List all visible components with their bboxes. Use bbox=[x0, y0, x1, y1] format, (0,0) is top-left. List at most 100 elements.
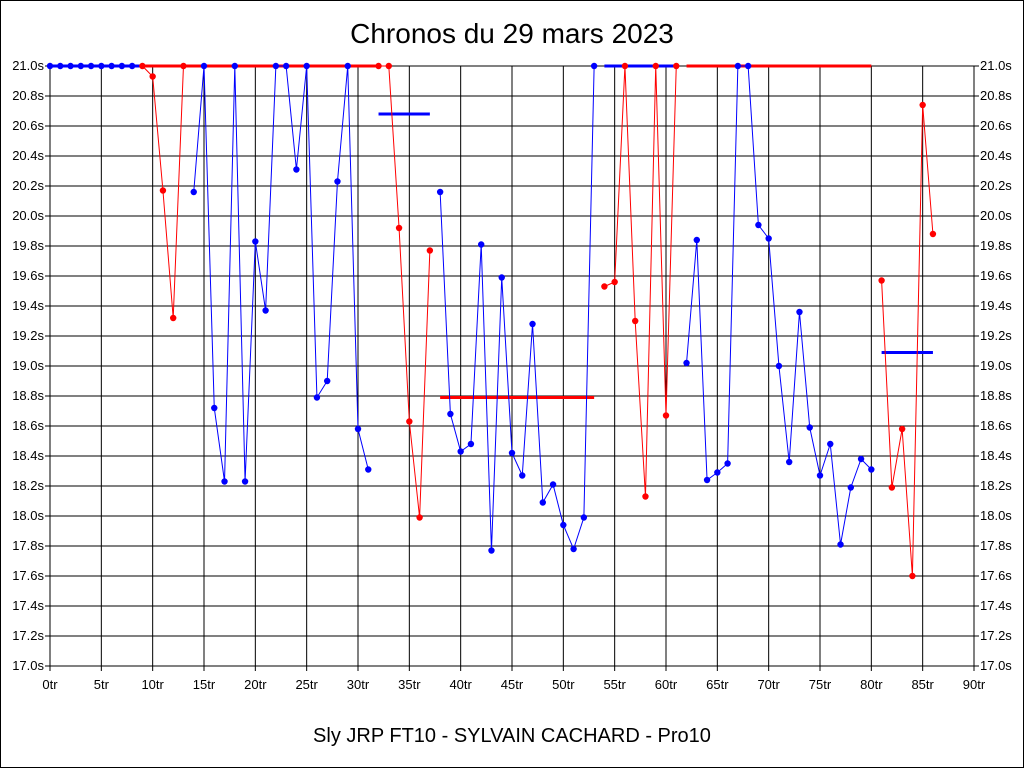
lap-point bbox=[98, 62, 105, 70]
lap-point bbox=[77, 62, 85, 70]
lap-point bbox=[621, 62, 629, 70]
x-tick-label: 0tr bbox=[42, 677, 58, 692]
lap-point bbox=[816, 472, 824, 479]
x-tick-label: 10tr bbox=[141, 677, 164, 692]
lap-point bbox=[108, 62, 115, 70]
lap-point bbox=[878, 277, 885, 284]
lap-point bbox=[714, 469, 721, 476]
lap-point bbox=[180, 62, 187, 70]
lap-point bbox=[857, 455, 865, 463]
lap-point bbox=[683, 359, 690, 367]
y-tick-label: 18.2s bbox=[12, 478, 44, 493]
y-tick-label: 17.2s bbox=[12, 628, 44, 643]
series-line-blue bbox=[193, 65, 369, 482]
x-tick-label: 65tr bbox=[706, 677, 729, 692]
lap-point bbox=[118, 62, 126, 70]
lap-point bbox=[128, 62, 136, 70]
y-tick-label: 19.2s bbox=[12, 328, 44, 343]
lap-point bbox=[919, 101, 926, 109]
lap-point bbox=[909, 572, 916, 580]
lap-point bbox=[868, 466, 875, 473]
lap-point bbox=[888, 484, 896, 491]
lap-point bbox=[724, 460, 731, 467]
lap-point bbox=[734, 62, 742, 70]
y-tick-label: 19.6s bbox=[12, 268, 44, 283]
y-tick-label: 17.0s bbox=[12, 658, 44, 673]
lap-point bbox=[324, 377, 331, 385]
lap-point bbox=[508, 449, 516, 457]
y-tick-label: 17.6s bbox=[12, 568, 44, 583]
x-tick-label: 50tr bbox=[552, 677, 575, 692]
lap-point bbox=[898, 425, 906, 433]
lap-point bbox=[580, 514, 588, 521]
y-tick-label: 20.0s bbox=[12, 208, 44, 223]
y-tick-label: 19.4s bbox=[12, 298, 44, 313]
lap-point bbox=[673, 62, 680, 70]
lap-point bbox=[426, 247, 434, 254]
y-tick-label: 18.8s bbox=[12, 388, 44, 403]
lap-point bbox=[354, 425, 362, 433]
lap-point bbox=[775, 362, 783, 370]
y-tick-label: 17.4s bbox=[12, 598, 44, 613]
lap-point bbox=[436, 188, 444, 196]
x-tick-label: 20tr bbox=[244, 677, 267, 692]
y-tick-label: 19.0s bbox=[12, 358, 44, 373]
lap-point bbox=[139, 62, 146, 70]
lap-point bbox=[765, 235, 772, 242]
y-tick-label-right: 19.6s bbox=[980, 268, 1012, 283]
y-tick-label-right: 20.4s bbox=[980, 148, 1012, 163]
y-tick-label-right: 19.0s bbox=[980, 358, 1012, 373]
series-line-red bbox=[881, 104, 934, 577]
lap-point bbox=[488, 547, 495, 554]
lap-point bbox=[549, 481, 557, 488]
y-tick-label-right: 18.8s bbox=[980, 388, 1012, 403]
lap-point bbox=[395, 224, 403, 232]
x-tick-label: 60tr bbox=[655, 677, 678, 692]
lap-point bbox=[827, 440, 834, 448]
lap-point bbox=[703, 476, 711, 484]
lap-point bbox=[806, 424, 813, 431]
x-tick-label: 80tr bbox=[860, 677, 883, 692]
lap-point bbox=[467, 440, 475, 448]
lap-point bbox=[200, 62, 208, 70]
y-tick-label: 18.6s bbox=[12, 418, 44, 433]
y-tick-label: 20.4s bbox=[12, 148, 44, 163]
x-tick-label: 40tr bbox=[449, 677, 472, 692]
x-tick-label: 30tr bbox=[347, 677, 370, 692]
x-tick-label: 5tr bbox=[94, 677, 110, 692]
lap-point bbox=[87, 62, 95, 70]
y-tick-label-right: 20.2s bbox=[980, 178, 1012, 193]
lap-point bbox=[632, 317, 639, 325]
x-tick-label: 85tr bbox=[911, 677, 934, 692]
y-tick-label-right: 20.6s bbox=[980, 118, 1012, 133]
lap-point bbox=[693, 236, 700, 244]
y-tick-label-right: 17.0s bbox=[980, 658, 1012, 673]
lap-point bbox=[652, 62, 659, 70]
x-tick-label: 45tr bbox=[501, 677, 524, 692]
lap-point bbox=[796, 308, 803, 316]
x-tick-label: 70tr bbox=[757, 677, 780, 692]
lap-point bbox=[539, 499, 546, 506]
lap-point bbox=[478, 241, 485, 248]
lap-point bbox=[457, 448, 464, 455]
lap-point bbox=[57, 62, 64, 70]
y-tick-label: 17.8s bbox=[12, 538, 44, 553]
lap-point bbox=[929, 230, 937, 238]
x-tick-label: 35tr bbox=[398, 677, 421, 692]
lap-point bbox=[303, 62, 310, 70]
x-tick-label: 90tr bbox=[963, 677, 986, 692]
lap-point bbox=[406, 418, 413, 425]
lap-point bbox=[67, 62, 74, 70]
lap-point bbox=[498, 274, 505, 281]
y-tick-label-right: 19.2s bbox=[980, 328, 1012, 343]
lap-point bbox=[252, 238, 259, 245]
lap-point bbox=[313, 394, 321, 401]
grid bbox=[49, 65, 975, 667]
lap-point bbox=[529, 320, 536, 328]
series-line-red bbox=[604, 65, 677, 497]
y-tick-label: 21.0s bbox=[12, 58, 44, 73]
lap-point bbox=[272, 62, 280, 70]
lap-point bbox=[416, 514, 423, 521]
lap-point bbox=[241, 478, 249, 485]
lap-point bbox=[375, 62, 382, 70]
